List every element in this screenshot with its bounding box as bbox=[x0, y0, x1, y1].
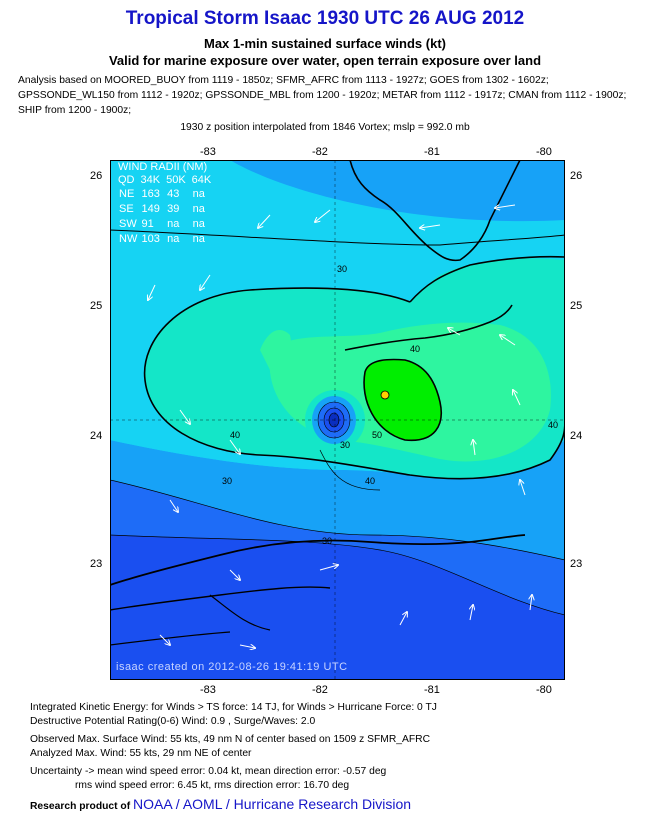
credit-org-link[interactable]: NOAA / AOML / Hurricane Research Divisio… bbox=[133, 796, 412, 812]
contour-label: 40 bbox=[548, 420, 559, 430]
subtitle-units: Max 1-min sustained surface winds (kt) bbox=[203, 36, 446, 51]
contour-label: 40 bbox=[230, 430, 241, 440]
band-50 bbox=[364, 359, 442, 441]
max-wind-marker bbox=[380, 390, 390, 400]
interpolation-note: 1930 z position interpolated from 1846 V… bbox=[180, 122, 470, 133]
contour-label: 40 bbox=[365, 476, 376, 486]
lon-tick-top: -82 bbox=[312, 146, 328, 158]
wind-radii-cell: 103 bbox=[141, 233, 160, 245]
lon-tick-bottom: -82 bbox=[312, 684, 328, 696]
wind-radii-cell: na bbox=[192, 188, 205, 200]
ike-text: Integrated Kinetic Energy: for Winds > T… bbox=[30, 702, 437, 713]
wind-radii-cell: na bbox=[192, 203, 205, 215]
lon-tick-bottom: -81 bbox=[424, 684, 440, 696]
contour-label: 30 bbox=[322, 536, 333, 546]
wind-radii-row: NE 163 43 na bbox=[118, 187, 211, 202]
wind-radii-cell: na bbox=[192, 218, 205, 230]
page-title: Tropical Storm Isaac 1930 UTC 26 AUG 201… bbox=[125, 8, 525, 29]
wind-radii-cell: na bbox=[167, 218, 180, 230]
wind-radii-cell: 34K bbox=[140, 174, 161, 186]
wind-radii-cell: 50K bbox=[166, 174, 186, 186]
wind-radii-cell: 163 bbox=[141, 188, 160, 200]
wind-radii-table: WIND RADII (NM) QD 34K 50K 64K NE 163 43… bbox=[118, 161, 211, 247]
lon-tick-bottom: -83 bbox=[200, 684, 216, 696]
uncertainty-text: Uncertainty -> mean wind speed error: 0.… bbox=[30, 766, 387, 777]
lat-tick-left: 24 bbox=[90, 430, 103, 442]
wind-radii-row: SW 91 na na bbox=[118, 217, 211, 232]
wind-radii-cell: na bbox=[192, 233, 205, 245]
wind-radii-row: NW 103 na na bbox=[118, 232, 211, 247]
wind-radii-cell: 39 bbox=[167, 203, 180, 215]
band-45-west bbox=[260, 330, 291, 370]
map-frame bbox=[110, 160, 565, 680]
wind-radii-cell: NW bbox=[119, 233, 138, 245]
wind-radii-title: WIND RADII (NM) bbox=[118, 161, 208, 173]
credit-line: Research product of NOAA / AOML / Hurric… bbox=[30, 796, 411, 812]
lon-tick-bottom: -80 bbox=[536, 684, 552, 696]
wind-radii-cell: NE bbox=[119, 188, 135, 200]
wind-radii-cell: SW bbox=[119, 218, 137, 230]
wind-radii-grid: QD 34K 50K 64K NE 163 43 na SE 149 39 na… bbox=[118, 174, 211, 247]
analysis-line: SHIP from 1200 - 1900z; bbox=[18, 105, 132, 116]
lat-tick-right: 26 bbox=[570, 170, 583, 182]
lon-tick-top: -83 bbox=[200, 146, 216, 158]
wind-radii-cell: 64K bbox=[191, 174, 212, 186]
rms-error-text: rms wind speed error: 6.45 kt, rms direc… bbox=[75, 780, 350, 791]
lat-tick-right: 23 bbox=[570, 558, 583, 570]
contour-lines bbox=[110, 229, 565, 616]
observed-max-text: Observed Max. Surface Wind: 55 kts, 49 n… bbox=[30, 734, 431, 745]
wind-radii-header-row: QD 34K 50K 64K bbox=[118, 174, 211, 187]
wind-radii-cell: SE bbox=[119, 203, 134, 215]
lat-tick-right: 25 bbox=[570, 300, 583, 312]
lon-tick-top: -81 bbox=[424, 146, 440, 158]
wind-vectors bbox=[148, 205, 532, 648]
lat-tick-left: 25 bbox=[90, 300, 103, 312]
wind-radii-cell: 149 bbox=[141, 203, 160, 215]
credit-prefix: Research product of bbox=[30, 801, 131, 812]
wind-field-map bbox=[110, 160, 565, 680]
analysis-line: GPSSONDE_WL150 from 1112 - 1920z; GPSSON… bbox=[18, 90, 627, 101]
dpr-text: Destructive Potential Rating(0-6) Wind: … bbox=[30, 716, 316, 727]
contour-label: 50 bbox=[372, 430, 383, 440]
contour-label: 30 bbox=[340, 440, 351, 450]
lat-tick-left: 23 bbox=[90, 558, 103, 570]
wind-radii-row: SE 149 39 na bbox=[118, 202, 211, 217]
wind-radii-cell: 91 bbox=[141, 218, 154, 230]
wind-radii-cell: na bbox=[167, 233, 180, 245]
gridlines bbox=[110, 160, 565, 680]
analysis-line: Analysis based on MOORED_BUOY from 1119 … bbox=[18, 75, 549, 86]
contour-label: 40 bbox=[410, 344, 421, 354]
lon-tick-top: -80 bbox=[536, 146, 552, 158]
analyzed-max-text: Analyzed Max. Wind: 55 kts, 29 nm NE of … bbox=[30, 748, 252, 759]
wind-radii-cell: 43 bbox=[167, 188, 180, 200]
wind-radii-cell: QD bbox=[118, 174, 135, 186]
contour-label: 30 bbox=[337, 264, 348, 274]
analysis-sources: Analysis based on MOORED_BUOY from 1119 … bbox=[18, 73, 638, 118]
lat-tick-right: 24 bbox=[570, 430, 583, 442]
created-stamp: isaac created on 2012-08-26 19:41:19 UTC bbox=[116, 661, 348, 673]
subtitle-validity: Valid for marine exposure over water, op… bbox=[108, 53, 542, 68]
lat-tick-left: 26 bbox=[90, 170, 103, 182]
contour-label: 30 bbox=[222, 476, 233, 486]
